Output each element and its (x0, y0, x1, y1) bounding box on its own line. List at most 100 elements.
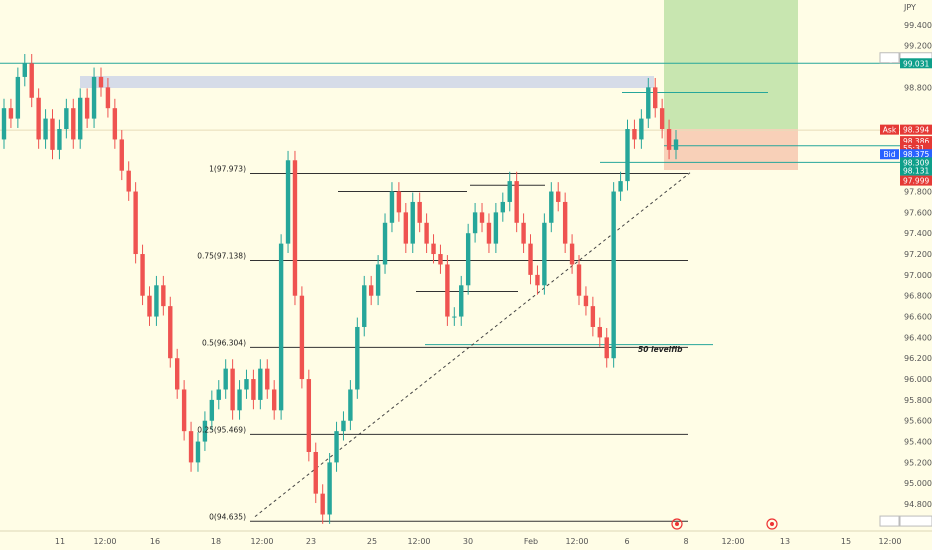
candle (535, 265, 540, 295)
candle (119, 130, 124, 181)
y-tick-label: 97.800 (904, 188, 932, 197)
candle (597, 317, 602, 347)
candle (78, 88, 83, 149)
candle (126, 161, 131, 201)
unit-label: JPY (903, 3, 916, 12)
candle (50, 109, 55, 160)
candle (258, 359, 263, 410)
candle (521, 213, 526, 253)
candle (583, 286, 589, 316)
candle (22, 54, 27, 87)
x-tick-label: 13 (780, 537, 790, 546)
price-tag-value: 99.031 (903, 59, 929, 68)
candle (209, 390, 215, 431)
candle (306, 369, 312, 462)
candle (98, 67, 104, 97)
y-tick-label: 99.400 (904, 21, 932, 30)
candle (237, 380, 242, 420)
event-icon[interactable] (671, 518, 683, 530)
candle (57, 119, 62, 160)
x-tick-label: 12:00 (407, 537, 430, 546)
candle (278, 234, 284, 420)
y-tick-label: 96.600 (904, 313, 932, 322)
price-tag-value: 98.309 (903, 158, 929, 167)
price-tag-value: 94.637 (903, 517, 929, 526)
candles (1, 54, 679, 524)
candle (29, 54, 34, 108)
candle (188, 421, 194, 472)
fib-level-label: 0.75(97.138) (197, 251, 246, 260)
trend-line (254, 172, 691, 517)
candle (105, 77, 111, 118)
candle (396, 182, 402, 222)
candle (285, 150, 291, 253)
candle (590, 296, 596, 337)
candle (403, 202, 409, 253)
x-tick-label: Feb (524, 537, 538, 546)
candle (576, 255, 582, 306)
candle (653, 77, 658, 118)
candle (556, 182, 561, 212)
candle (666, 119, 672, 160)
y-tick-label: 95.600 (904, 417, 932, 426)
candle (91, 67, 97, 128)
candle (479, 202, 485, 233)
x-tick-label: 12:00 (878, 537, 901, 546)
price-tag: 98.386 (900, 136, 932, 147)
y-tick-label: 97.400 (904, 229, 932, 238)
x-axis: 11 12:00 16 18 12:00 23 25 12:00 30 Feb 12:00 6 8 12:… (0, 530, 932, 546)
candle (112, 98, 118, 149)
candle (486, 213, 492, 253)
candle (147, 286, 152, 326)
candle (348, 380, 353, 431)
candle (389, 182, 395, 233)
y-tick-label: 95.400 (904, 438, 932, 447)
x-tick-label: 15 (841, 537, 851, 546)
event-icon[interactable] (766, 518, 778, 530)
y-tick-label: 99.200 (904, 42, 932, 51)
fib-level-label: 0.25(95.469) (197, 425, 246, 434)
candle (625, 119, 630, 191)
candle (542, 213, 547, 295)
candle (549, 182, 554, 233)
candle (646, 77, 651, 128)
candle (320, 484, 325, 524)
x-tick-label: 12:00 (250, 537, 273, 546)
candle (362, 275, 367, 337)
candle (368, 275, 374, 306)
candle (223, 359, 228, 399)
candle (43, 109, 48, 149)
candle (611, 182, 616, 368)
x-tick-label: 25 (367, 537, 377, 546)
candle (265, 359, 270, 399)
y-tick-label: 96.000 (904, 375, 932, 384)
target-zone (664, 0, 798, 129)
y-tick-label: 95.800 (904, 396, 932, 405)
price-tag-label: High (881, 54, 898, 63)
x-tick-label: 12:00 (565, 537, 588, 546)
candle (292, 150, 298, 306)
candle (154, 275, 159, 326)
price-tag: Ask 98.394 (880, 124, 932, 135)
candle (133, 182, 138, 264)
y-tick-label: 98.800 (904, 83, 932, 92)
x-tick-label: 30 (463, 537, 473, 546)
price-tag-value: 55:31 (903, 144, 925, 153)
x-tick-label: 6 (624, 537, 629, 546)
x-tick-label: 12:00 (721, 537, 744, 546)
candle (417, 192, 422, 233)
x-tick-label: 8 (683, 537, 688, 546)
candle (424, 213, 429, 253)
y-tick-label: 95.000 (904, 479, 932, 488)
candle (15, 67, 21, 128)
price-tag-value: 98.131 (903, 167, 929, 176)
y-tick-label: 96.200 (904, 354, 932, 363)
candle (375, 255, 381, 306)
fib-level-label: 1(97.973) (209, 165, 246, 174)
stop-zone (664, 129, 798, 170)
price-tag: 99.031 (900, 58, 932, 68)
y-tick-label: 94.800 (904, 500, 932, 509)
